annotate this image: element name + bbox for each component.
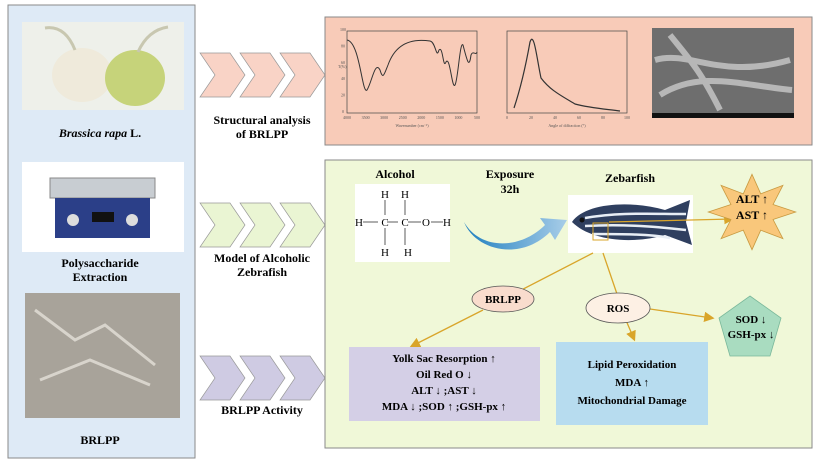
ultrasonic-bath-photo [22,162,184,252]
step-structural-label-2: of BRLPP [236,127,288,141]
zebrafish-image [568,195,693,253]
brlpp-effects-box: Yolk Sac Resorption ↑ Oil Red O ↓ ALT ↓ ;A… [349,347,540,421]
atom-h: H [355,217,363,229]
ethanol-structure: H H H C C O H H H [355,184,451,262]
tick-label: 1500 [436,115,444,120]
tick-label: 40 [553,115,557,120]
turnip-photo [22,22,184,110]
star-alt: ALT ↑ [736,192,768,206]
ros-effect-item: Mitochondrial Damage [577,395,686,407]
chevron-arrow-icon [279,52,326,98]
arrow-to-brlpp-box [409,309,484,348]
exposure-duration: 32h [501,182,520,196]
chevron-arrow-icon [199,52,246,98]
tick-label: 60 [341,60,345,65]
alcohol-label: Alcohol [375,167,415,181]
step-model-label: Model of Alcoholic [214,251,311,265]
chevron-arrow-icon [199,355,246,401]
polysaccharide-label: Polysaccharide [61,256,139,270]
tick-label: 20 [529,115,533,120]
tick-label: 80 [341,43,345,48]
brlpp-effect-item: Oil Red O ↓ [416,369,472,381]
ros-effect-item: Lipid Peroxidation [588,359,677,371]
pentagon-gsh: GSH-px ↓ [728,329,775,341]
brlpp-effect-item: MDA ↓ ;SOD ↑ ;GSH-px ↑ [382,401,506,413]
liver-enzyme-star: ALT ↑ AST ↑ [707,173,797,251]
arrow-to-star [608,213,735,225]
ros-ellipse-label: ROS [607,303,630,315]
ros-effects-box: Lipid Peroxidation MDA ↑ Mitochondrial Dam… [556,342,708,425]
left-panel: Brassica rapa L. Polysaccharide Extracti… [7,4,196,459]
ros-effect-item: MDA ↑ [615,377,649,389]
tick-label: 0 [506,115,508,120]
tick-label: 2500 [399,115,407,120]
atom-c: C [401,217,408,229]
atom-o: O [422,217,430,229]
atom-h: H [381,189,389,201]
exposure-label: Exposure [486,167,535,181]
xrd-xlabel: Angle of diffraction (°) [548,123,586,128]
brlpp-ellipse: BRLPP [471,285,535,313]
tick-label: 0 [342,109,344,114]
atom-h: H [443,217,451,229]
pentagon-sod: SOD ↓ [736,314,767,326]
tick-label: 40 [341,76,345,81]
ftir-ylabel: T(%) [338,64,347,69]
tick-label: 2000 [417,115,425,120]
extraction-label: Extraction [73,270,128,284]
brlpp-effect-item: Yolk Sac Resorption ↑ [392,353,496,365]
atom-c: C [381,217,388,229]
step-activity-label: BRLPP Activity [221,403,303,417]
tick-label: 100 [624,115,630,120]
tick-label: 3500 [362,115,370,120]
curved-arrow-icon [464,218,567,250]
zebrafish-label: Zebarfish [605,171,655,185]
connector-line [602,252,618,295]
ros-ellipse: ROS [585,292,651,324]
step-chevrons [199,52,326,401]
tick-label: 20 [341,93,345,98]
brassica-label: Brassica rapa L. [58,126,141,140]
chevron-arrow-icon [199,202,246,248]
star-ast: AST ↑ [736,208,768,222]
arrow-to-pentagon [649,308,715,323]
antioxidant-pentagon: SOD ↓ GSH-px ↓ [718,295,782,357]
brlpp-label: BRLPP [80,433,119,447]
tick-label: 4000 [343,115,351,120]
atom-h: H [404,247,412,259]
model-panel: Alcohol H H H C C O H H H Exposure 32h Z… [324,159,813,449]
tick-label: 100 [340,27,346,32]
atom-h: H [381,247,389,259]
brlpp-ellipse-label: BRLPP [485,294,521,306]
chevron-arrow-icon [239,52,286,98]
xrd-pattern: Angle of diffraction (°) 0 20 40 60 80 100 [506,30,630,128]
step-model-label-2: Zebrafish [237,265,287,279]
tick-label: 500 [474,115,480,120]
chevron-arrow-icon [239,202,286,248]
atom-h: H [401,189,409,201]
brlpp-effect-item: ALT ↓ ;AST ↓ [411,385,477,397]
tick-label: 80 [601,115,605,120]
structural-panel: T(%) Wavenumber (cm⁻¹) 4000 3500 3000 2500 2… [324,16,813,146]
step-structural-label: Structural analysis [213,113,310,127]
chevron-arrow-icon [239,355,286,401]
chevron-arrow-icon [279,202,326,248]
ftir-spectrum: T(%) Wavenumber (cm⁻¹) 4000 3500 3000 2500 2… [338,27,480,128]
chevron-arrow-icon [279,355,326,401]
tick-label: 1000 [454,115,462,120]
tick-label: 3000 [380,115,388,120]
sem-micrograph [652,28,794,118]
polysaccharide-powder-photo [25,293,180,418]
ftir-xlabel: Wavenumber (cm⁻¹) [395,123,429,128]
tick-label: 60 [577,115,581,120]
